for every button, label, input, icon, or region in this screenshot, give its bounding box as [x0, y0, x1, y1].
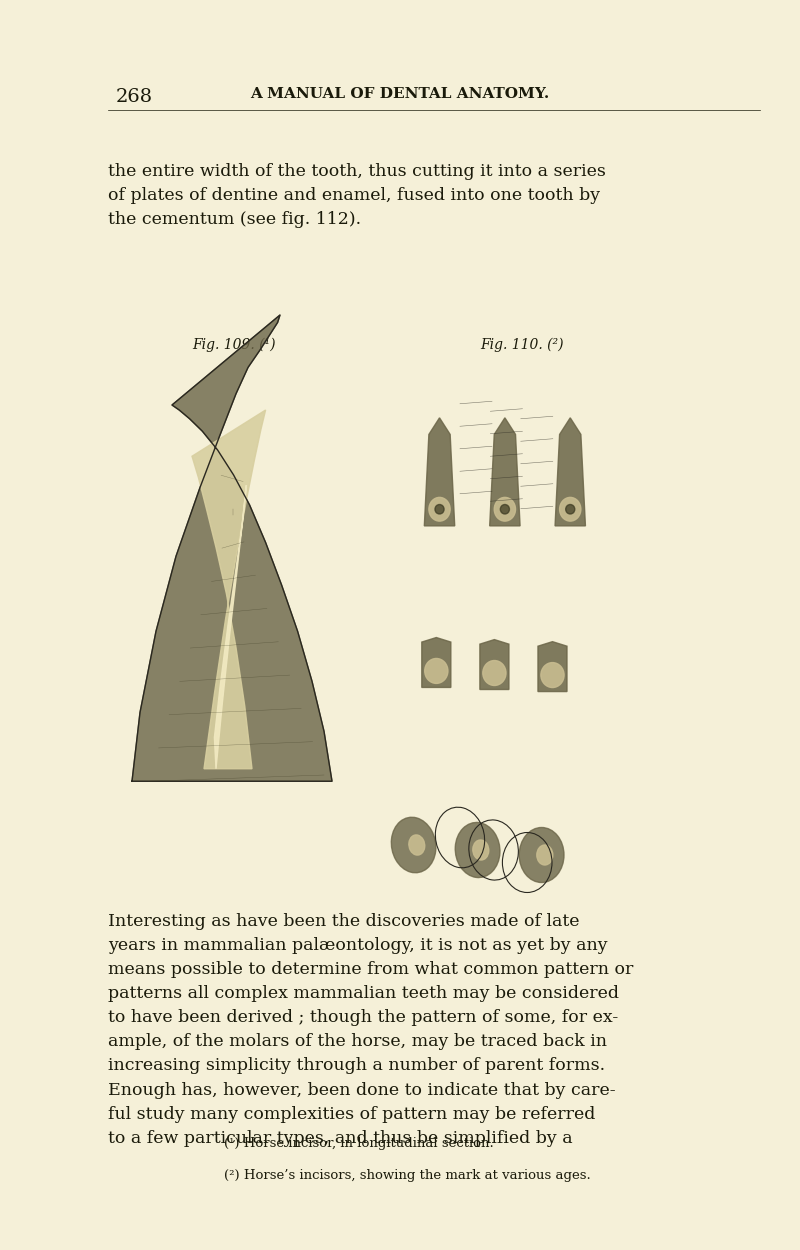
Text: 268: 268 — [116, 88, 153, 105]
Polygon shape — [192, 410, 266, 769]
Ellipse shape — [435, 505, 444, 514]
Text: Interesting as have been the discoveries made of late
years in mammalian palæont: Interesting as have been the discoveries… — [108, 912, 634, 1146]
Ellipse shape — [494, 498, 515, 521]
Text: Fig. 110. (²): Fig. 110. (²) — [480, 338, 563, 352]
Ellipse shape — [519, 828, 564, 882]
Polygon shape — [424, 418, 454, 526]
Text: (¹) Horse incisor, in longitudinal section.: (¹) Horse incisor, in longitudinal secti… — [224, 1138, 494, 1150]
Polygon shape — [480, 640, 509, 690]
Text: (²) Horse’s incisors, showing the mark at various ages.: (²) Horse’s incisors, showing the mark a… — [224, 1169, 590, 1181]
Ellipse shape — [541, 662, 564, 688]
Ellipse shape — [455, 822, 500, 877]
Ellipse shape — [537, 845, 553, 865]
Ellipse shape — [566, 505, 574, 514]
Polygon shape — [555, 418, 586, 526]
Text: the entire width of the tooth, thus cutting it into a series
of plates of dentin: the entire width of the tooth, thus cutt… — [108, 162, 606, 228]
Polygon shape — [490, 418, 520, 526]
Text: A MANUAL OF DENTAL ANATOMY.: A MANUAL OF DENTAL ANATOMY. — [250, 88, 550, 101]
Ellipse shape — [429, 498, 450, 521]
Ellipse shape — [391, 818, 436, 872]
Polygon shape — [538, 641, 567, 691]
Polygon shape — [214, 485, 246, 769]
Ellipse shape — [425, 659, 448, 684]
Ellipse shape — [500, 505, 510, 514]
Ellipse shape — [409, 835, 425, 855]
Text: Fig. 109. (¹): Fig. 109. (¹) — [192, 338, 275, 352]
Polygon shape — [132, 315, 332, 781]
Ellipse shape — [482, 660, 506, 685]
Ellipse shape — [473, 840, 489, 860]
Ellipse shape — [560, 498, 581, 521]
Polygon shape — [422, 638, 451, 688]
